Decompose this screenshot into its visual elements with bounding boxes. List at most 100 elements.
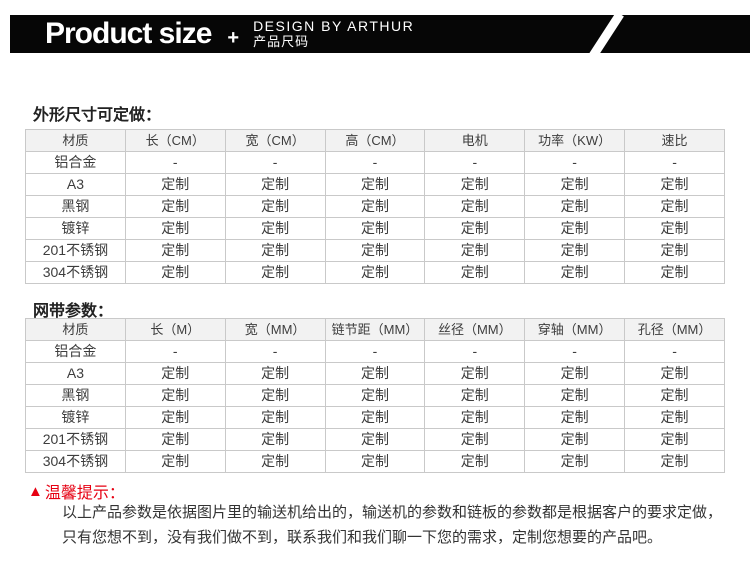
value-cell: 定制 [624, 239, 725, 262]
value-cell: 定制 [124, 406, 226, 429]
value-cell: 定制 [124, 384, 226, 407]
value-cell: 定制 [324, 217, 426, 240]
value-cell: 定制 [224, 195, 326, 218]
table-row: 201不锈钢 定制 定制 定制 定制 定制 定制 [25, 239, 725, 262]
value-cell: 定制 [124, 362, 226, 385]
value-cell: 定制 [524, 362, 626, 385]
value-cell: - [624, 340, 725, 363]
value-cell: 定制 [224, 362, 326, 385]
notice-line: 只有您想不到，没有我们做不到，联系我们和我们聊一下您的需求，定制您想要的产品吧。 [62, 529, 663, 546]
value-cell: - [224, 151, 326, 174]
value-cell: 定制 [224, 217, 326, 240]
value-cell: 定制 [424, 384, 526, 407]
value-cell: 定制 [624, 173, 725, 196]
column-header: 丝径（MM） [424, 318, 526, 341]
value-cell: 定制 [124, 261, 226, 284]
notice-title: ▲ 温馨提示： [28, 479, 125, 503]
value-cell: 定制 [324, 362, 426, 385]
value-cell: 定制 [224, 173, 326, 196]
material-cell: A3 [25, 362, 126, 385]
value-cell: 定制 [124, 173, 226, 196]
table-row: 铝合金 - - - - - - [25, 340, 725, 363]
value-cell: - [424, 340, 526, 363]
column-header: 长（CM） [124, 129, 226, 152]
material-cell: 黑钢 [25, 384, 126, 407]
plus-icon: + [227, 26, 240, 49]
header-row: 材质 长（M） 宽（MM） 链节距（MM） 丝径（MM） 穿轴（MM） 孔径（MM） [25, 318, 725, 341]
mesh-belt-table: 材质 长（M） 宽（MM） 链节距（MM） 丝径（MM） 穿轴（MM） 孔径（MM） 铝合金 -… [25, 318, 725, 473]
value-cell: 定制 [224, 261, 326, 284]
value-cell: 定制 [324, 195, 426, 218]
column-header: 穿轴（MM） [524, 318, 626, 341]
page-title: Product size [45, 17, 212, 50]
value-cell: 定制 [524, 428, 626, 451]
value-cell: 定制 [324, 450, 426, 473]
value-cell: 定制 [324, 173, 426, 196]
material-cell: 铝合金 [25, 151, 126, 174]
outer-size-table: 材质 长（CM） 宽（CM） 高（CM） 电机 功率（KW） 速比 铝合金 - - - - - - A3 定制… [25, 129, 725, 284]
value-cell: 定制 [524, 239, 626, 262]
value-cell: 定制 [324, 384, 426, 407]
table-row: 黑钢 定制 定制 定制 定制 定制 定制 [25, 195, 725, 218]
column-header: 电机 [424, 129, 526, 152]
table-row: 镀锌 定制 定制 定制 定制 定制 定制 [25, 406, 725, 429]
material-cell: 黑钢 [25, 195, 126, 218]
notice-paragraph: 以上产品参数是依据图片里的输送机给出的，输送机的参数和链板的参数都是根据客户的要… [62, 500, 722, 550]
value-cell: - [124, 340, 226, 363]
value-cell: 定制 [424, 428, 526, 451]
value-cell: 定制 [524, 384, 626, 407]
value-cell: 定制 [324, 239, 426, 262]
table-row: 铝合金 - - - - - - [25, 151, 725, 174]
material-cell: 镀锌 [25, 217, 126, 240]
banner-subtitle-cn: 产品尺码 [253, 34, 310, 49]
value-cell: 定制 [424, 195, 526, 218]
banner-slash-decoration [589, 15, 624, 53]
banner-subtitle: DESIGN BY ARTHUR 产品尺码 [253, 19, 414, 50]
value-cell: 定制 [424, 450, 526, 473]
value-cell: 定制 [624, 450, 725, 473]
value-cell: - [324, 151, 426, 174]
value-cell: 定制 [624, 217, 725, 240]
value-cell: - [524, 151, 626, 174]
value-cell: - [224, 340, 326, 363]
value-cell: 定制 [224, 384, 326, 407]
value-cell: 定制 [324, 261, 426, 284]
value-cell: 定制 [624, 362, 725, 385]
mesh-belt-section-title: 网带参数： [33, 303, 114, 320]
value-cell: 定制 [424, 239, 526, 262]
value-cell: - [524, 340, 626, 363]
notice-line: 以上产品参数是依据图片里的输送机给出的，输送机的参数和链板的参数都是根据客户的要… [62, 504, 723, 521]
table-row: 黑钢 定制 定制 定制 定制 定制 定制 [25, 384, 725, 407]
column-header: 宽（CM） [224, 129, 326, 152]
table-row: 304不锈钢 定制 定制 定制 定制 定制 定制 [25, 450, 725, 473]
value-cell: - [624, 151, 725, 174]
value-cell: 定制 [124, 450, 226, 473]
value-cell: - [124, 151, 226, 174]
value-cell: 定制 [424, 173, 526, 196]
value-cell: 定制 [624, 261, 725, 284]
value-cell: 定制 [524, 217, 626, 240]
value-cell: 定制 [524, 195, 626, 218]
value-cell: 定制 [524, 173, 626, 196]
table-row: 镀锌 定制 定制 定制 定制 定制 定制 [25, 217, 725, 240]
value-cell: - [324, 340, 426, 363]
column-header: 链节距（MM） [324, 318, 426, 341]
material-cell: 304不锈钢 [25, 450, 126, 473]
value-cell: 定制 [524, 261, 626, 284]
value-cell: 定制 [124, 428, 226, 451]
value-cell: 定制 [624, 195, 725, 218]
value-cell: 定制 [224, 428, 326, 451]
column-header: 功率（KW） [524, 129, 626, 152]
column-header: 速比 [624, 129, 725, 152]
value-cell: 定制 [624, 406, 725, 429]
value-cell: 定制 [124, 195, 226, 218]
value-cell: 定制 [424, 406, 526, 429]
column-header: 长（M） [124, 318, 226, 341]
value-cell: 定制 [124, 217, 226, 240]
value-cell: 定制 [224, 239, 326, 262]
table-row: 201不锈钢 定制 定制 定制 定制 定制 定制 [25, 428, 725, 451]
header-row: 材质 长（CM） 宽（CM） 高（CM） 电机 功率（KW） 速比 [25, 129, 725, 152]
value-cell: 定制 [624, 428, 725, 451]
column-header: 宽（MM） [224, 318, 326, 341]
